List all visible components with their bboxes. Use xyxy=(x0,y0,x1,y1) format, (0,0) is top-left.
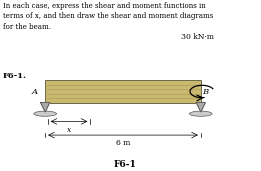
Polygon shape xyxy=(41,103,50,112)
Text: x: x xyxy=(67,126,71,134)
Ellipse shape xyxy=(34,111,56,116)
Bar xyxy=(45,80,201,103)
Text: 30 kN·m: 30 kN·m xyxy=(181,33,214,41)
Text: F6-1: F6-1 xyxy=(114,160,137,169)
Text: A: A xyxy=(31,88,37,96)
Text: B: B xyxy=(202,88,208,96)
Polygon shape xyxy=(196,103,205,112)
Text: In each case, express the shear and moment functions in
terms of x, and then dra: In each case, express the shear and mome… xyxy=(3,2,213,30)
Text: 6 m: 6 m xyxy=(116,139,130,147)
Ellipse shape xyxy=(189,111,212,116)
Text: F6-1.: F6-1. xyxy=(3,72,27,80)
